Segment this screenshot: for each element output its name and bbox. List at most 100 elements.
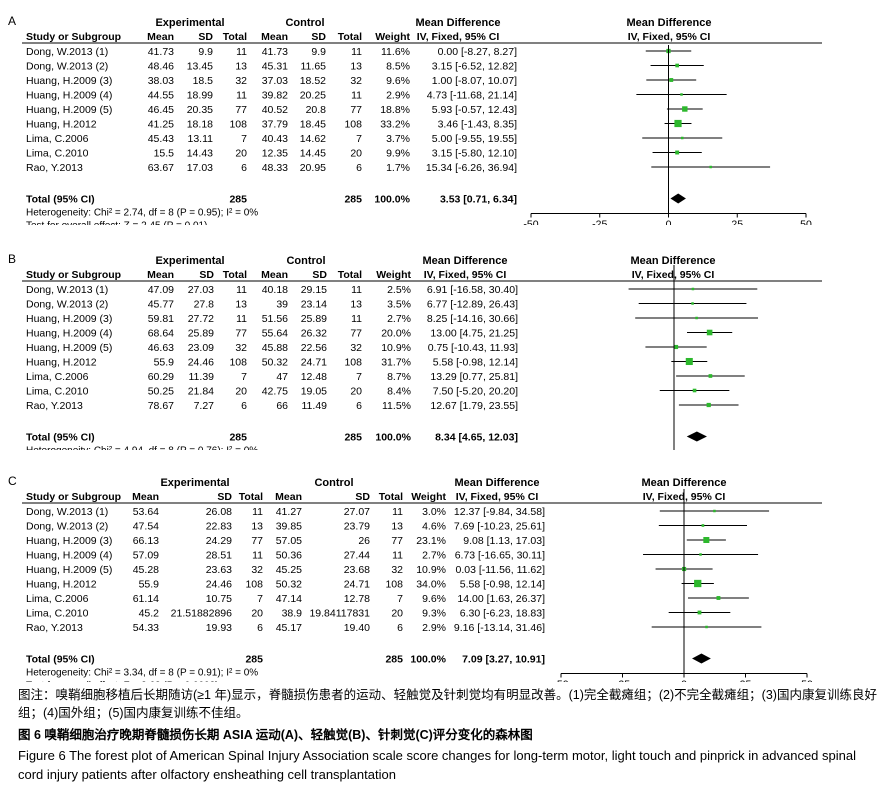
row-e-mean: 15.5 xyxy=(154,148,175,160)
col-e-sd: SD xyxy=(199,269,214,281)
row-e-n: 20 xyxy=(235,148,247,160)
row-weight: 11.5% xyxy=(382,400,411,412)
row-e-mean: 44.55 xyxy=(148,90,174,102)
row-c-sd: 19.05 xyxy=(301,386,327,398)
row-c-mean: 48.33 xyxy=(262,162,288,174)
col-c-mean: Mean xyxy=(261,31,288,43)
row-ci: 0.03 [-11.56, 11.62] xyxy=(455,564,545,576)
row-c-sd: 12.48 xyxy=(301,371,327,383)
row-ci: 5.93 [-0.57, 12.43] xyxy=(432,104,517,116)
row-weight: 2.9% xyxy=(422,622,446,634)
row-e-n: 20 xyxy=(235,386,247,398)
row-study-name: Huang, H.2012 xyxy=(26,579,97,591)
row-e-n: 32 xyxy=(251,564,263,576)
total-e-n: 285 xyxy=(229,432,247,444)
row-ci: 1.00 [-8.07, 10.07] xyxy=(432,75,517,87)
heterogeneity-text: Heterogeneity: Chi² = 2.74, df = 8 (P = … xyxy=(26,208,258,219)
row-e-mean: 55.9 xyxy=(154,357,175,369)
row-ci: 7.50 [-5.20, 20.20] xyxy=(433,386,518,398)
col-study: Study or Subgroup xyxy=(26,491,121,503)
row-c-mean: 39.85 xyxy=(276,521,302,533)
row-c-n: 7 xyxy=(397,593,403,605)
effect-square xyxy=(694,579,702,588)
row-c-n: 32 xyxy=(391,564,403,576)
row-e-n: 77 xyxy=(235,328,247,340)
row-c-n: 11 xyxy=(392,506,403,518)
row-weight: 9.6% xyxy=(422,593,446,605)
row-c-sd: 14.45 xyxy=(300,148,326,160)
row-study-name: Huang, H.2012 xyxy=(26,119,97,131)
row-c-mean: 50.32 xyxy=(276,579,302,591)
row-weight: 8.5% xyxy=(386,61,410,73)
row-e-mean: 48.46 xyxy=(148,61,174,73)
row-e-sd: 18.5 xyxy=(193,75,214,87)
col-e-mean: Mean xyxy=(132,491,159,503)
row-e-mean: 78.67 xyxy=(148,400,174,412)
total-label: Total (95% CI) xyxy=(26,654,95,666)
row-e-mean: 50.25 xyxy=(148,386,174,398)
row-c-sd: 27.44 xyxy=(344,550,370,562)
row-c-sd: 26.32 xyxy=(301,328,327,340)
row-e-mean: 54.33 xyxy=(133,622,159,634)
row-c-n: 11 xyxy=(351,46,362,58)
row-weight: 3.5% xyxy=(387,299,411,311)
row-c-mean: 50.32 xyxy=(262,357,288,369)
row-weight: 3.7% xyxy=(386,133,410,145)
col-c-sd: SD xyxy=(311,31,326,43)
row-e-sd: 18.18 xyxy=(187,119,213,131)
row-ci: 12.67 [1.79, 23.55] xyxy=(430,400,518,412)
row-e-mean: 68.64 xyxy=(148,328,174,340)
row-c-n: 11 xyxy=(351,284,362,296)
forest-plot-a: A Experimental Control Mean Difference Mean … xyxy=(8,14,822,243)
row-e-mean: 63.67 xyxy=(148,162,174,174)
row-c-mean: 66 xyxy=(276,400,288,412)
header-control: Control xyxy=(314,477,353,489)
total-ci: 7.09 [3.27, 10.91] xyxy=(462,654,545,666)
forest-panel-a: A Experimental Control Mean Difference Mean … xyxy=(0,0,894,243)
row-e-sd: 24.46 xyxy=(188,357,214,369)
row-c-n: 108 xyxy=(344,357,362,369)
row-c-mean: 40.43 xyxy=(262,133,288,145)
effect-square xyxy=(706,329,713,336)
x-tick-label: 0 xyxy=(666,219,672,226)
row-e-n: 11 xyxy=(252,550,263,562)
figure-title-en: Figure 6 The forest plot of American Spi… xyxy=(18,748,856,782)
row-c-sd: 12.78 xyxy=(344,593,370,605)
total-diamond xyxy=(686,431,707,442)
row-e-mean: 57.09 xyxy=(133,550,159,562)
row-e-mean: 66.13 xyxy=(133,535,159,547)
col-c-total: Total xyxy=(338,31,362,43)
col-c-mean: Mean xyxy=(275,491,302,503)
header-mean-difference: Mean Difference xyxy=(416,17,501,29)
row-e-sd: 10.75 xyxy=(206,593,232,605)
row-c-sd: 9.9 xyxy=(311,46,326,58)
row-c-mean: 55.64 xyxy=(262,328,288,340)
row-e-sd: 27.03 xyxy=(188,284,214,296)
row-e-n: 20 xyxy=(251,608,263,620)
row-c-mean: 40.18 xyxy=(262,284,288,296)
row-study-name: Dong, W.2013 (1) xyxy=(26,284,108,296)
row-c-sd: 22.56 xyxy=(301,342,327,354)
effect-square xyxy=(708,374,713,378)
row-c-n: 13 xyxy=(350,299,362,311)
col-e-total: Total xyxy=(223,269,247,281)
row-c-sd: 20.25 xyxy=(300,90,326,102)
row-c-n: 77 xyxy=(350,104,362,116)
row-c-mean: 39.82 xyxy=(262,90,288,102)
row-weight: 8.7% xyxy=(387,371,411,383)
row-e-mean: 47.54 xyxy=(133,521,159,533)
effect-square xyxy=(691,302,694,305)
row-study-name: Huang, H.2009 (4) xyxy=(26,328,112,340)
total-diamond xyxy=(692,653,711,664)
row-c-n: 13 xyxy=(350,61,362,73)
col-study: Study or Subgroup xyxy=(26,269,121,281)
row-e-n: 11 xyxy=(236,284,247,296)
header-experimental: Experimental xyxy=(155,17,224,29)
effect-square xyxy=(699,553,702,556)
row-e-mean: 45.77 xyxy=(148,299,174,311)
row-e-mean: 41.73 xyxy=(148,46,174,58)
row-weight: 33.2% xyxy=(380,119,410,131)
row-e-mean: 60.29 xyxy=(148,371,174,383)
row-ci: 8.25 [-14.16, 30.66] xyxy=(427,313,518,325)
row-e-sd: 20.35 xyxy=(187,104,213,116)
